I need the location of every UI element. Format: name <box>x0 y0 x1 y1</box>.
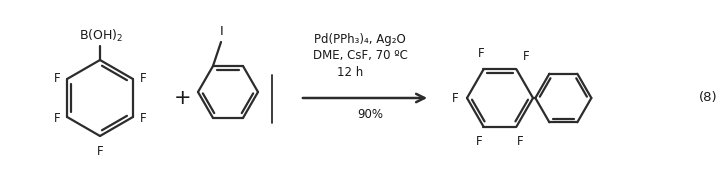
Text: F: F <box>53 72 60 84</box>
Text: F: F <box>517 135 524 148</box>
Text: DME, CsF, 70 ºC: DME, CsF, 70 ºC <box>312 50 408 63</box>
Text: 12 h: 12 h <box>337 66 363 80</box>
Text: Pd(PPh₃)₄, Ag₂O: Pd(PPh₃)₄, Ag₂O <box>314 34 406 46</box>
Text: F: F <box>476 135 483 148</box>
Text: F: F <box>478 47 485 60</box>
Text: F: F <box>140 112 146 124</box>
Text: (8): (8) <box>699 91 717 105</box>
Text: F: F <box>523 51 529 63</box>
Text: F: F <box>140 72 146 84</box>
Text: F: F <box>53 112 60 124</box>
Text: 90%: 90% <box>357 108 383 121</box>
Text: I: I <box>220 25 224 38</box>
Text: B(OH)$_2$: B(OH)$_2$ <box>79 28 123 44</box>
Text: +: + <box>174 88 191 108</box>
Text: F: F <box>97 145 103 158</box>
Text: F: F <box>452 91 459 105</box>
